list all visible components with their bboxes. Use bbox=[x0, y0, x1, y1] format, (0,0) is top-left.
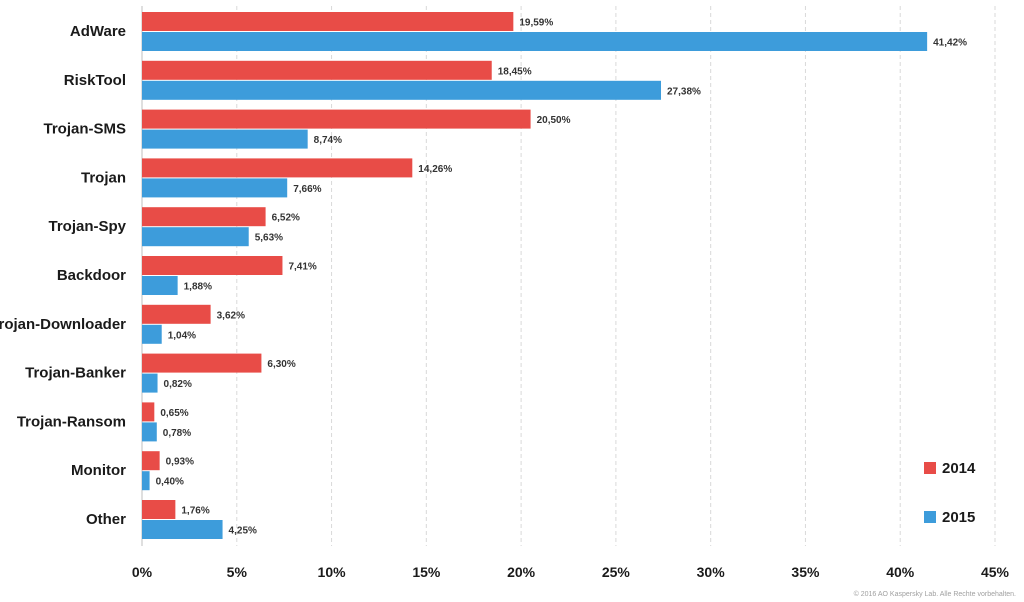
category-label: Trojan-Downloader bbox=[0, 316, 126, 333]
bars: 19,59% 41,42% 18,45% 27,38% 20,50% 8,74% 14,26… bbox=[142, 12, 967, 539]
bar-2015-trojan-ransom bbox=[142, 422, 157, 442]
data-label: 0,82% bbox=[164, 379, 192, 390]
x-tick-label: 35% bbox=[791, 564, 820, 580]
data-label: 14,26% bbox=[418, 164, 452, 175]
data-label: 6,30% bbox=[267, 359, 295, 370]
category-label: Other bbox=[86, 511, 126, 528]
data-label: 1,04% bbox=[168, 330, 196, 341]
x-tick-label: 0% bbox=[132, 564, 153, 580]
data-label: 0,93% bbox=[166, 457, 194, 468]
bar-2015-risktool bbox=[142, 80, 662, 100]
bar-2014-monitor bbox=[142, 451, 160, 471]
category-label: AdWare bbox=[70, 23, 126, 40]
bar-2015-trojan bbox=[142, 178, 288, 198]
copyright-notice: © 2016 AO Kaspersky Lab. Alle Rechte vor… bbox=[853, 591, 1016, 598]
grid-lines bbox=[236, 6, 996, 546]
bar-2015-trojan-banker bbox=[142, 373, 158, 393]
bar-2014-trojan-sms bbox=[142, 109, 531, 129]
bar-2014-trojan-banker bbox=[142, 353, 262, 373]
bar-2015-other bbox=[142, 520, 223, 539]
bar-2014-trojan-downloader bbox=[142, 304, 211, 324]
legend-label-2015: 2015 bbox=[942, 509, 975, 526]
bar-2015-adware bbox=[142, 32, 928, 51]
data-label: 0,65% bbox=[160, 408, 188, 419]
x-tick-labels: 0% 5% 10% 15% 20% 25% 30% 35% 40% 45% bbox=[132, 564, 1010, 580]
x-tick-label: 25% bbox=[602, 564, 631, 580]
data-label: 1,76% bbox=[181, 506, 209, 517]
data-label: 7,66% bbox=[293, 184, 321, 195]
data-label: 19,59% bbox=[519, 18, 553, 29]
bar-2015-trojan-downloader bbox=[142, 324, 162, 344]
legend-swatch-2014 bbox=[924, 462, 936, 474]
x-tick-label: 30% bbox=[697, 564, 726, 580]
data-label: 4,25% bbox=[229, 526, 257, 537]
category-label: RiskTool bbox=[64, 72, 126, 89]
bar-2015-trojan-sms bbox=[142, 129, 308, 149]
category-label: Trojan-Ransom bbox=[17, 413, 126, 430]
bar-2014-other bbox=[142, 500, 176, 519]
data-label: 6,52% bbox=[272, 213, 300, 224]
data-label: 7,41% bbox=[288, 262, 316, 273]
legend-label-2014: 2014 bbox=[942, 460, 976, 477]
data-label: 5,63% bbox=[255, 233, 283, 244]
bar-2014-trojan-spy bbox=[142, 207, 266, 227]
data-label: 0,78% bbox=[163, 428, 191, 439]
legend-swatch-2015 bbox=[924, 511, 936, 523]
data-label: 3,62% bbox=[217, 310, 245, 321]
data-label: 20,50% bbox=[537, 115, 571, 126]
category-labels: AdWare RiskTool Trojan-SMS Trojan Trojan-Spy… bbox=[0, 23, 127, 528]
x-tick-label: 45% bbox=[981, 564, 1010, 580]
bar-2014-adware bbox=[142, 12, 514, 31]
category-label: Monitor bbox=[71, 462, 126, 479]
bar-2014-trojan bbox=[142, 158, 413, 178]
x-tick-label: 20% bbox=[507, 564, 536, 580]
legend: 2014 2015 bbox=[924, 460, 976, 526]
x-tick-label: 5% bbox=[227, 564, 248, 580]
x-tick-label: 40% bbox=[886, 564, 915, 580]
data-label: 41,42% bbox=[933, 38, 967, 49]
data-label: 27,38% bbox=[667, 86, 701, 97]
data-label: 1,88% bbox=[184, 282, 212, 293]
bar-2014-trojan-ransom bbox=[142, 402, 155, 422]
category-label: Trojan-Banker bbox=[25, 365, 126, 382]
category-label: Trojan bbox=[81, 169, 126, 186]
x-tick-label: 15% bbox=[412, 564, 441, 580]
data-label: 0,40% bbox=[156, 477, 184, 488]
bar-2015-trojan-spy bbox=[142, 227, 249, 247]
bar-2014-risktool bbox=[142, 60, 492, 80]
category-label: Backdoor bbox=[57, 267, 126, 284]
x-tick-label: 10% bbox=[318, 564, 347, 580]
data-label: 8,74% bbox=[314, 135, 342, 146]
bar-2014-backdoor bbox=[142, 256, 283, 275]
category-label: Trojan-SMS bbox=[43, 121, 126, 138]
bar-2015-monitor bbox=[142, 471, 150, 491]
bar-2015-backdoor bbox=[142, 276, 178, 295]
category-label: Trojan-Spy bbox=[48, 218, 126, 235]
data-label: 18,45% bbox=[498, 66, 532, 77]
